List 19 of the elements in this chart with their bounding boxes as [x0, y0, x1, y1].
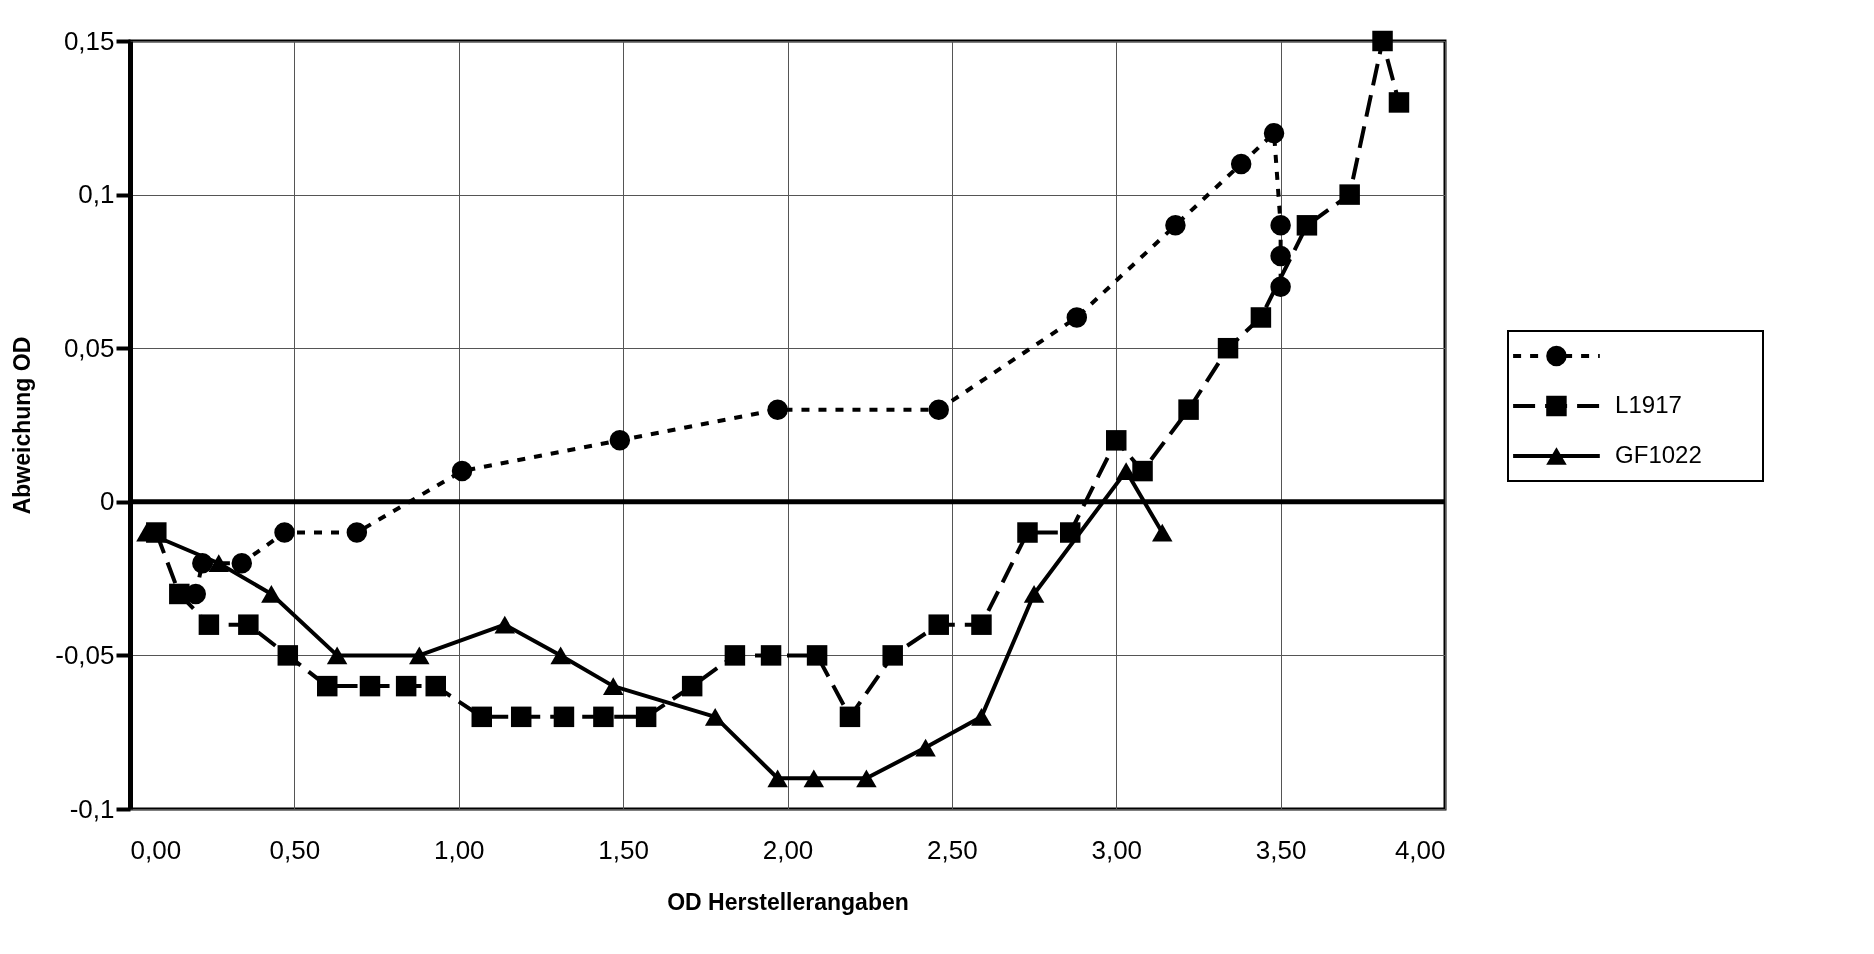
x-tick-label: 0,00 — [130, 834, 182, 865]
x-tick-label: 3,50 — [1255, 834, 1307, 865]
y-tick-label: 0,15 — [63, 25, 115, 56]
x-axis-title: OD Herstellerangaben — [667, 888, 909, 915]
x-tick-label: 2,50 — [927, 834, 978, 865]
x-tick-label: 2,00 — [762, 834, 814, 865]
y-tick-label: -0,1 — [69, 793, 115, 824]
legend-label: GF1022 — [1615, 441, 1702, 468]
x-tick-label: 1,50 — [598, 834, 649, 865]
y-tick-label: 0 — [100, 486, 115, 517]
x-tick-label: 0,50 — [269, 834, 321, 865]
x-tick-label: 4,00 — [1394, 834, 1446, 865]
legend-label: L1917 — [1615, 391, 1682, 418]
y-axis-title: Abweichung OD — [9, 336, 36, 515]
x-tick-label: 1,00 — [433, 834, 485, 865]
x-tick-label: 3,00 — [1091, 834, 1143, 865]
y-tick-label: 0,05 — [63, 332, 115, 363]
y-tick-label: 0,1 — [78, 179, 115, 210]
y-tick-label: -0,05 — [55, 639, 115, 670]
